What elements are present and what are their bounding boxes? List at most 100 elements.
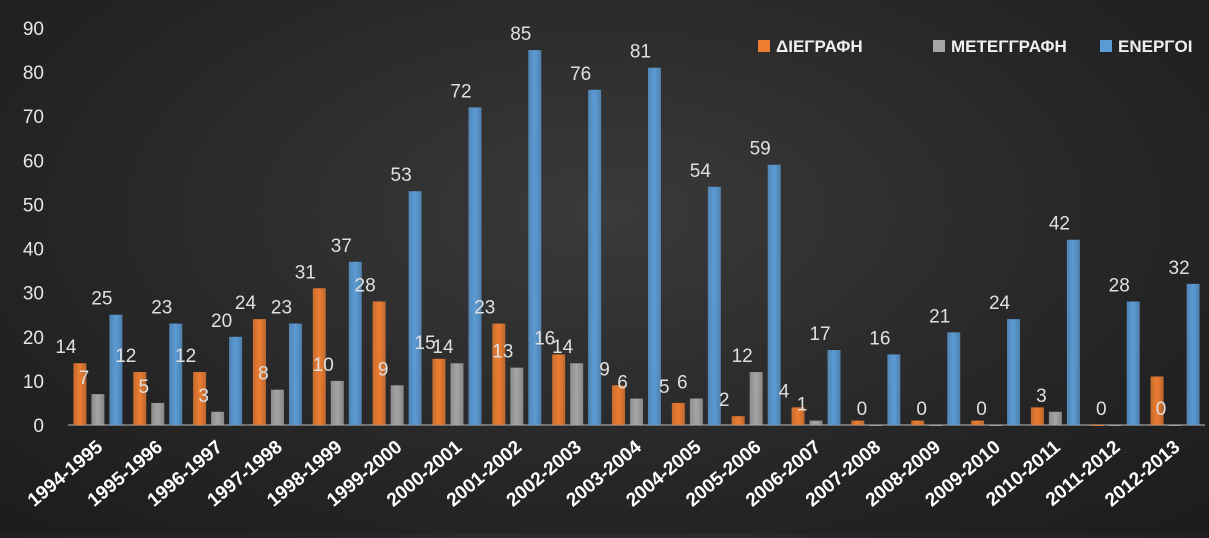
bar-ΜΕΤΕΓΓΡΑΦΗ-2009-2010: [989, 425, 1003, 426]
data-label: 16: [869, 328, 890, 349]
data-label: 81: [630, 42, 651, 63]
data-label: 9: [378, 359, 389, 380]
data-label-layer: 1472512523123202482331103728953151472231…: [55, 24, 1189, 420]
y-tick-label: 50: [23, 195, 44, 216]
data-label: 54: [690, 161, 712, 182]
bar-ΕΝΕΡΓΟΙ-2001-2002: [528, 50, 542, 426]
bar-ΕΝΕΡΓΟΙ-2007-2008: [887, 354, 901, 425]
bar-ΔΙΕΓΡΑΦΗ-1997-1998: [252, 319, 266, 425]
bar-ΜΕΤΕΓΓΡΑΦΗ-2002-2003: [570, 363, 584, 425]
bar-ΕΝΕΡΓΟΙ-2002-2003: [588, 89, 602, 425]
data-label: 0: [1156, 399, 1167, 420]
bar-ΜΕΤΕΓΓΡΑΦΗ-1994-1995: [91, 394, 105, 425]
data-label: 5: [659, 377, 670, 398]
bar-ΜΕΤΕΓΓΡΑΦΗ-2006-2007: [809, 420, 823, 425]
bar-ΕΝΕΡΓΟΙ-1997-1998: [288, 323, 302, 425]
y-tick-label: 30: [23, 284, 44, 305]
data-label: 0: [916, 399, 927, 420]
y-tick-label: 40: [23, 240, 44, 261]
data-label: 12: [175, 346, 196, 367]
bar-ΕΝΕΡΓΟΙ-2004-2005: [707, 186, 721, 425]
data-label: 28: [1109, 275, 1130, 296]
bar-ΜΕΤΕΓΓΡΑΦΗ-2005-2006: [749, 372, 763, 425]
bar-ΕΝΕΡΓΟΙ-2003-2004: [648, 67, 661, 425]
legend-label-1: ΜΕΤΕΓΓΡΑΦΗ: [951, 37, 1067, 56]
bar-ΔΙΕΓΡΑΦΗ-2006-2007: [791, 407, 805, 425]
bar-ΔΙΕΓΡΑΦΗ-2001-2002: [492, 323, 506, 425]
legend-swatch-1: [933, 40, 945, 52]
y-tick-label: 80: [23, 63, 44, 84]
bar-ΕΝΕΡΓΟΙ-1995-1996: [169, 323, 183, 425]
bar-ΜΕΤΕΓΓΡΑΦΗ-1997-1998: [270, 389, 284, 425]
data-label: 1: [797, 395, 808, 416]
bar-ΕΝΕΡΓΟΙ-2009-2010: [1007, 319, 1021, 425]
y-tick-label: 70: [23, 107, 44, 128]
data-label: 20: [211, 311, 232, 332]
data-label: 4: [779, 381, 790, 402]
bar-ΜΕΤΕΓΓΡΑΦΗ-2012-2013: [1168, 425, 1182, 426]
bar-ΔΙΕΓΡΑΦΗ-2002-2003: [552, 354, 566, 425]
data-label: 7: [79, 368, 90, 389]
bar-ΔΙΕΓΡΑΦΗ-2005-2006: [731, 416, 745, 425]
data-label: 9: [599, 359, 610, 380]
data-label: 5: [138, 377, 149, 398]
data-label: 53: [391, 165, 412, 186]
data-label: 16: [534, 328, 555, 349]
data-label: 6: [617, 373, 628, 394]
data-label: 28: [355, 275, 376, 296]
data-label: 0: [857, 399, 868, 420]
bar-ΜΕΤΕΓΓΡΑΦΗ-2001-2002: [510, 367, 524, 425]
data-label: 37: [331, 236, 352, 257]
data-label: 15: [414, 333, 435, 354]
bar-ΕΝΕΡΓΟΙ-2005-2006: [767, 164, 781, 425]
y-tick-label: 0: [33, 416, 44, 437]
data-label: 24: [235, 293, 257, 314]
y-tick-label: 90: [23, 19, 44, 40]
bar-ΜΕΤΕΓΓΡΑΦΗ-2010-2011: [1048, 411, 1062, 425]
bar-ΜΕΤΕΓΓΡΑΦΗ-1999-2000: [390, 385, 404, 425]
bar-ΕΝΕΡΓΟΙ-2012-2013: [1186, 283, 1200, 425]
data-label: 10: [313, 355, 334, 376]
bar-ΕΝΕΡΓΟΙ-2010-2011: [1066, 239, 1080, 425]
bar-ΔΙΕΓΡΑΦΗ-2003-2004: [612, 385, 625, 425]
axis-layer: 01020304050607080901994-19951995-1996199…: [23, 19, 1205, 511]
legend: ΔΙΕΓΡΑΦΗ ΜΕΤΕΓΓΡΑΦΗ ΕΝΕΡΓΟΙ: [758, 37, 1192, 56]
legend-swatch-0: [758, 40, 770, 52]
data-label: 24: [989, 293, 1011, 314]
legend-label-2: ΕΝΕΡΓΟΙ: [1118, 37, 1192, 56]
data-label: 17: [809, 324, 830, 345]
data-label: 31: [295, 262, 316, 283]
bar-ΜΕΤΕΓΓΡΑΦΗ-2011-2012: [1108, 425, 1122, 426]
bar-ΕΝΕΡΓΟΙ-2006-2007: [827, 350, 841, 425]
bar-ΔΙΕΓΡΑΦΗ-2010-2011: [1030, 407, 1044, 425]
bar-ΜΕΤΕΓΓΡΑΦΗ-2000-2001: [450, 363, 464, 425]
bar-ΔΙΕΓΡΑΦΗ-2009-2010: [971, 420, 985, 425]
data-label: 23: [151, 298, 172, 319]
bar-layer: [73, 50, 1200, 426]
bar-ΔΙΕΓΡΑΦΗ-1995-1996: [133, 372, 147, 425]
bar-ΔΙΕΓΡΑΦΗ-1994-1995: [73, 363, 87, 425]
bar-ΕΝΕΡΓΟΙ-2000-2001: [468, 107, 482, 426]
data-label: 14: [552, 337, 574, 358]
data-label: 21: [929, 306, 950, 327]
bar-ΔΙΕΓΡΑΦΗ-2011-2012: [1090, 425, 1104, 426]
data-label: 12: [732, 346, 753, 367]
data-label: 12: [115, 346, 136, 367]
data-label: 23: [474, 298, 495, 319]
data-label: 14: [432, 337, 454, 358]
bar-ΔΙΕΓΡΑΦΗ-2008-2009: [911, 420, 925, 425]
bar-ΕΝΕΡΓΟΙ-1999-2000: [408, 191, 422, 425]
bar-ΔΙΕΓΡΑΦΗ-1998-1999: [312, 288, 326, 425]
bar-ΔΙΕΓΡΑΦΗ-2000-2001: [432, 358, 446, 425]
data-label: 85: [510, 24, 531, 45]
y-tick-label: 10: [23, 372, 44, 393]
bar-ΕΝΕΡΓΟΙ-1998-1999: [348, 261, 362, 425]
data-label: 6: [677, 373, 688, 394]
bar-ΜΕΤΕΓΓΡΑΦΗ-2008-2009: [929, 425, 943, 426]
y-tick-label: 60: [23, 151, 44, 172]
bar-ΔΙΕΓΡΑΦΗ-2012-2013: [1150, 376, 1164, 425]
bar-ΕΝΕΡΓΟΙ-2011-2012: [1126, 301, 1140, 425]
bar-ΜΕΤΕΓΓΡΑΦΗ-2007-2008: [869, 425, 883, 426]
